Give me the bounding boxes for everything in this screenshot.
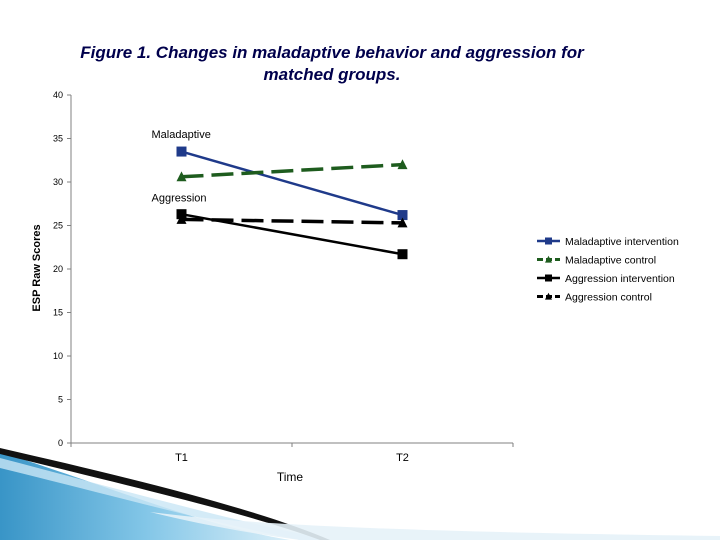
series-2 (176, 209, 408, 260)
y-tick-label: 10 (53, 351, 63, 361)
y-tick-label: 30 (53, 177, 63, 187)
y-tick-label: 5 (58, 395, 63, 405)
legend-marker (545, 255, 552, 263)
data-point (176, 214, 187, 224)
legend-marker (545, 292, 552, 300)
y-tick-label: 20 (53, 264, 63, 274)
y-tick-label: 25 (53, 221, 63, 231)
data-point (397, 249, 408, 260)
slide-decoration (0, 448, 720, 540)
data-point (176, 171, 187, 182)
data-point (397, 210, 408, 221)
chart-title-line-2: matched groups. (263, 65, 401, 84)
legend-item: Maladaptive intervention (537, 236, 679, 248)
legend-label: Maladaptive control (565, 255, 656, 267)
y-tick-label: 15 (53, 308, 63, 318)
chart-annotations: Maladaptive Aggression (152, 129, 211, 205)
series-1 (176, 159, 408, 182)
y-tick-label: 0 (58, 438, 63, 448)
legend-label: Aggression intervention (565, 273, 675, 285)
legend-marker (545, 237, 552, 245)
data-point (176, 146, 187, 157)
data-point (397, 159, 408, 170)
series-line (181, 217, 403, 225)
annotation-label: Maladaptive (152, 129, 211, 141)
legend-item: Aggression intervention (537, 273, 675, 285)
chart-title: Figure 1. Changes in maladaptive behavio… (40, 42, 624, 86)
annotation-label: Aggression (152, 193, 207, 205)
y-tick-label: 40 (53, 90, 63, 100)
series-0 (176, 146, 408, 221)
x-tick-label: T2 (396, 452, 409, 464)
data-point (397, 217, 408, 228)
x-axis-label: Time (277, 470, 304, 484)
chart-series (176, 146, 408, 260)
x-tick-label: T1 (175, 452, 188, 464)
chart-axes: 0 5 10 15 20 25 30 35 40 T1 T2 (53, 90, 514, 464)
chart-legend: Maladaptive intervention Maladaptive cont… (537, 236, 679, 304)
legend-item: Aggression control (537, 292, 652, 304)
legend-marker (545, 274, 552, 282)
y-axis-label: ESP Raw Scores (31, 224, 43, 311)
series-line (181, 150, 403, 217)
chart-title-line-1: Figure 1. Changes in maladaptive behavio… (80, 43, 584, 62)
series-line (181, 162, 403, 179)
series-3 (176, 214, 408, 228)
legend-label: Maladaptive intervention (565, 236, 679, 248)
y-tick-label: 35 (53, 134, 63, 144)
legend-label: Aggression control (565, 292, 652, 304)
legend-item: Maladaptive control (537, 255, 656, 267)
